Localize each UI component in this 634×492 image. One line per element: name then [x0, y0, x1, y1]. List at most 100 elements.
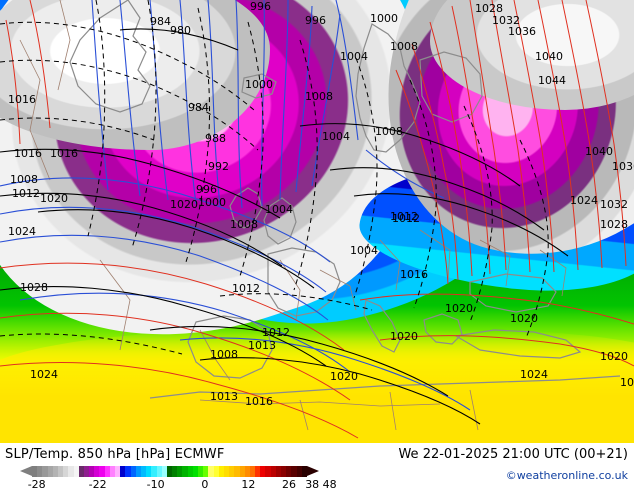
colorbar-swatch: [301, 466, 307, 477]
weather-map-canvas[interactable]: 1016 1016 1012 1008 1020 1024 1028 1016 1024 984 9…: [0, 0, 634, 443]
colorbar-swatch: [229, 466, 235, 477]
isobar-label: 1028: [600, 218, 628, 231]
colorbar-swatch: [135, 466, 141, 477]
isobar-label: 1044: [538, 74, 566, 87]
isobar-label: 1012: [390, 210, 418, 223]
isobar-label: 1012: [392, 212, 420, 225]
isobar-label: 1032: [600, 198, 628, 211]
colorbar-tick: 38: [305, 478, 320, 491]
isobar-label: 1004: [322, 130, 350, 143]
isobar-label: 1024: [520, 368, 548, 381]
colorbar-tick: 12: [241, 478, 256, 491]
colorbar-swatch: [140, 466, 147, 477]
colorbar-swatch: [187, 466, 193, 477]
thickness-contours: [0, 0, 549, 355]
colorbar-swatch: [223, 466, 230, 477]
colorbar-swatch: [166, 466, 173, 477]
isobar-label: 988: [205, 132, 226, 145]
colorbar-swatch: [275, 466, 281, 477]
colorbar-swatch: [130, 466, 136, 477]
colorbar-swatch: [270, 466, 276, 477]
isobar-label: 1004: [340, 50, 368, 63]
isobar-label: 1012: [12, 187, 40, 200]
isobar-label: 996: [305, 14, 326, 27]
colorbar-swatch: [203, 466, 209, 477]
colorbar-swatch: [213, 466, 219, 477]
colorbar-swatch: [52, 466, 58, 477]
colorbar-swatch: [73, 466, 79, 477]
colorbar-swatch: [156, 466, 162, 477]
isobar-label: 1028: [20, 281, 48, 294]
isobar-label: 1008: [375, 125, 403, 138]
isobar-label: 1016: [400, 268, 428, 281]
colorbar-swatch: [198, 466, 204, 477]
national-borders: [19, 0, 567, 431]
isobar-label: 1013: [210, 390, 238, 403]
colorbar-swatch: [239, 466, 245, 477]
colorbar-tick-labels: -28 -22 -10 0 12 26 38 48: [20, 478, 340, 492]
isobar-label: 1024: [570, 194, 598, 207]
isobars-low-pressure: [0, 0, 471, 411]
isobar-label: 1024: [30, 368, 58, 381]
isobar-label: 1016: [14, 147, 42, 160]
colorbar-swatch: [37, 466, 43, 477]
colorbar-right-arrow: [307, 466, 319, 476]
isobar-label: 992: [208, 160, 229, 173]
colorbar-swatch: [57, 466, 64, 477]
colorbar-swatch: [192, 466, 198, 477]
isobar-label: 1020: [330, 370, 358, 383]
colorbar-swatch: [109, 466, 115, 477]
arctic-cold-mass-northwest: [0, 0, 270, 150]
colorbar-tick: -10: [146, 478, 165, 491]
isobars-high-pressure: [0, 0, 634, 439]
colorbar-tick: 48: [322, 478, 337, 491]
isobar-label: 1000: [245, 78, 273, 91]
isobar-label: 996: [196, 183, 217, 196]
isobar-label: 1020: [510, 312, 538, 325]
colorbar-swatch: [218, 466, 224, 477]
isobar-label: 1012: [262, 326, 290, 339]
colorbar-swatch: [63, 466, 69, 477]
isobar-label: 1008: [230, 218, 258, 231]
isobar-label: 1032: [620, 376, 634, 389]
colorbar-swatch: [177, 466, 183, 477]
isobar-label: 1028: [475, 2, 503, 15]
isobar-label: 1036: [612, 160, 634, 173]
isobar-label: 1000: [198, 196, 226, 209]
temperature-colorbar: [20, 466, 320, 477]
isobar-label: 1008: [210, 348, 238, 361]
colorbar-swatch: [234, 466, 240, 477]
isobar-label: 1040: [585, 145, 613, 158]
isobar-label: 1008: [10, 173, 38, 186]
colorbar-swatch: [68, 466, 74, 477]
colorbar-swatch: [255, 466, 261, 477]
isobar-label: 1040: [535, 50, 563, 63]
isobar-label: 1004: [265, 203, 293, 216]
colorbar-left-arrow: [20, 466, 32, 476]
isobar-label: 1020: [445, 302, 473, 315]
isobar-label: 1016: [245, 395, 273, 408]
isobar-label: 1016: [8, 93, 36, 106]
isobar-label: 1013: [248, 339, 276, 352]
colorbar-tick: -22: [88, 478, 107, 491]
isobar-label: 1016: [50, 147, 78, 160]
colorbar-swatch: [244, 466, 250, 477]
colorbar-swatch: [208, 466, 214, 477]
chart-title: SLP/Temp. 850 hPa [hPa] ECMWF: [5, 447, 225, 462]
colorbar-swatch: [83, 466, 90, 477]
colorbar-swatch: [125, 466, 131, 477]
isobar-label: 980: [170, 24, 191, 37]
colorbar-swatch: [296, 466, 302, 477]
isobar-label: 1024: [8, 225, 36, 238]
colorbar-swatch: [182, 466, 188, 477]
colorbar-swatch: [151, 466, 157, 477]
colorbar-swatch: [115, 466, 121, 477]
colorbar-swatches: [32, 466, 307, 477]
isobar-label: 1000: [370, 12, 398, 25]
colorbar-swatch: [99, 466, 105, 477]
isobar-label: 1020: [600, 350, 628, 363]
coastlines: [69, 0, 621, 399]
map-vector-overlay: 1016101610121008102010241028101610249849…: [0, 0, 634, 439]
isobar-label: 1032: [492, 14, 520, 27]
